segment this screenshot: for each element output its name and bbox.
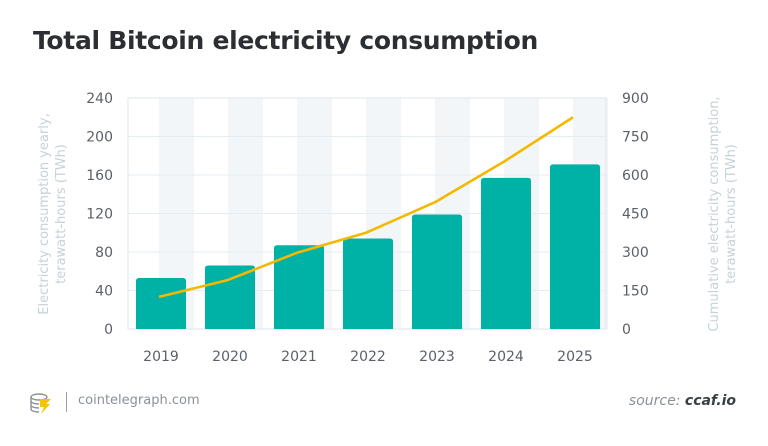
y-right-tick: 900 xyxy=(622,91,649,107)
source-credit: source: ccaf.io xyxy=(629,393,736,409)
chart-title: Total Bitcoin electricity consumption xyxy=(33,26,538,55)
y-right-tick: 300 xyxy=(622,245,649,261)
y-left-tick: 80 xyxy=(95,245,113,261)
bar-2025 xyxy=(550,164,600,329)
source-prefix: source: xyxy=(628,393,685,409)
y-left-tick: 240 xyxy=(86,91,113,107)
x-tick: 2024 xyxy=(488,349,524,365)
source-name: ccaf.io xyxy=(684,393,736,409)
y-left-tick: 200 xyxy=(86,130,113,146)
footer-divider xyxy=(66,392,67,412)
footer-site: cointelegraph.com xyxy=(78,393,200,408)
y-right-label: Cumulative electricity consumption, teraw… xyxy=(707,96,739,331)
bar-2021 xyxy=(274,245,324,329)
y-left-tick: 0 xyxy=(104,322,113,338)
y-left-tick: 160 xyxy=(86,168,113,184)
bar-2022 xyxy=(343,238,393,329)
x-tick: 2022 xyxy=(350,349,386,365)
y-right-tick: 0 xyxy=(622,322,631,338)
bar-2019 xyxy=(136,277,186,329)
y-right-tick: 450 xyxy=(622,207,649,223)
x-tick: 2020 xyxy=(212,349,248,365)
y-right-tick: 150 xyxy=(622,284,649,300)
bar-2023 xyxy=(412,214,462,329)
y-left-label: Electricity consumption yearly, terawatt-… xyxy=(37,113,69,314)
x-tick: 2025 xyxy=(557,349,593,365)
y-right-tick: 600 xyxy=(622,168,649,184)
y-right-tick: 750 xyxy=(622,130,649,146)
x-tick: 2019 xyxy=(143,349,179,365)
x-tick: 2023 xyxy=(419,349,455,365)
y-left-tick: 40 xyxy=(95,284,113,300)
bar-2024 xyxy=(481,177,531,329)
x-tick: 2021 xyxy=(281,349,317,365)
y-left-tick: 120 xyxy=(86,207,113,223)
bar-2020 xyxy=(205,265,255,329)
